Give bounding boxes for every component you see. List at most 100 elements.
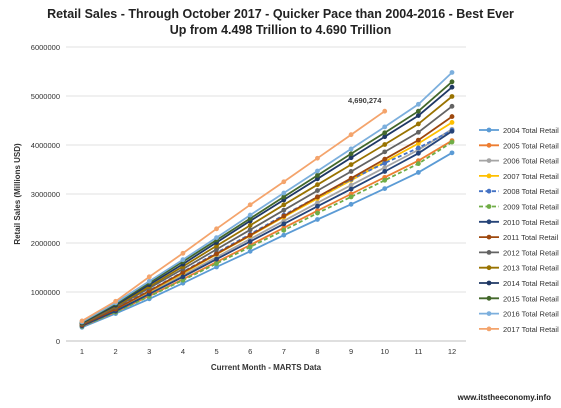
legend-label: 2010 Total Retail	[503, 218, 559, 227]
data-point	[315, 168, 320, 174]
series-group	[79, 150, 455, 330]
legend-label: 2011 Total Retail	[503, 233, 559, 242]
x-tick-label: 2	[114, 347, 118, 356]
data-point	[315, 203, 320, 209]
data-point	[281, 190, 287, 196]
legend-swatch-marker	[486, 173, 492, 179]
legend-item: 2011 Total Retail	[479, 233, 559, 242]
x-tick-label: 1	[80, 347, 84, 356]
data-point	[415, 113, 421, 118]
y-tick-label: 4000000	[31, 141, 60, 150]
data-point	[382, 165, 388, 170]
data-point	[214, 251, 219, 257]
data-point	[180, 270, 186, 275]
legend-swatch-marker	[486, 127, 492, 133]
legend-label: 2017 Total Retail	[503, 325, 559, 334]
data-point	[348, 186, 354, 192]
data-point	[449, 70, 455, 75]
legend-label: 2008 Total Retail	[503, 187, 559, 196]
x-tick-label: 3	[147, 347, 151, 356]
data-point	[415, 108, 421, 114]
data-point	[214, 246, 219, 252]
data-point	[214, 264, 219, 270]
data-point	[315, 155, 320, 161]
legend-swatch-marker	[486, 234, 492, 240]
series-group	[79, 139, 455, 329]
chart-title-line-2: Up from 4.498 Trillion to 4.690 Trillion	[169, 23, 392, 37]
series-group	[79, 108, 388, 324]
legend-item: 2016 Total Retail	[479, 310, 559, 319]
data-point	[315, 210, 320, 216]
data-point	[415, 129, 421, 135]
legend-swatch-marker	[486, 311, 492, 316]
x-tick-label: 5	[214, 347, 218, 356]
series-line	[81, 81, 453, 324]
data-point	[146, 274, 152, 280]
legend-label: 2014 Total Retail	[503, 279, 559, 288]
data-point	[247, 232, 253, 238]
data-point	[348, 132, 354, 138]
series-line	[81, 95, 453, 325]
legend-label: 2015 Total Retail	[503, 294, 559, 303]
data-point	[315, 217, 320, 222]
data-point	[79, 318, 85, 324]
data-point	[382, 156, 388, 162]
annotations: 4,690,274	[348, 96, 382, 105]
data-point	[415, 141, 421, 146]
data-point	[315, 188, 320, 193]
series-line	[81, 141, 453, 328]
x-tick-label: 9	[349, 347, 353, 356]
data-point	[281, 221, 287, 227]
y-tick-label: 1000000	[31, 288, 60, 297]
data-point	[281, 179, 287, 185]
data-point	[348, 162, 354, 168]
legend-label: 2012 Total Retail	[503, 248, 559, 257]
data-point	[382, 169, 388, 174]
data-point	[214, 243, 219, 249]
data-point	[348, 175, 354, 181]
y-tick-label: 3000000	[31, 190, 60, 199]
legend-item: 2007 Total Retail	[479, 172, 559, 181]
data-point	[415, 170, 421, 175]
y-tick-label: 5000000	[31, 92, 60, 101]
data-point	[348, 194, 354, 200]
data-point	[113, 298, 119, 304]
data-point	[382, 149, 388, 155]
data-point	[415, 145, 421, 151]
x-tick-label: 8	[315, 347, 319, 356]
data-point	[382, 108, 388, 114]
data-point	[449, 94, 455, 99]
data-point	[449, 128, 455, 134]
data-point	[449, 103, 455, 109]
data-point	[247, 248, 253, 254]
data-point	[315, 194, 320, 200]
x-tick-label: 12	[448, 347, 456, 356]
x-tick-label: 4	[181, 347, 185, 356]
legend-swatch-marker	[486, 188, 492, 194]
data-point	[281, 213, 287, 219]
legend-item: 2008 Total Retail	[479, 187, 559, 196]
legend-label: 2006 Total Retail	[503, 157, 559, 166]
data-point	[281, 227, 287, 233]
legend-label: 2004 Total Retail	[503, 126, 559, 135]
data-point	[382, 186, 388, 192]
legend-item: 2017 Total Retail	[479, 325, 559, 334]
data-point	[247, 244, 253, 250]
data-point	[281, 232, 287, 238]
data-point	[315, 172, 320, 178]
series-lines	[79, 70, 455, 330]
legend: 2004 Total Retail 2005 Total Retail 2006 T…	[479, 126, 559, 334]
data-point	[247, 212, 253, 218]
chart-title: Retail Sales - Through October 2017 - Qu…	[0, 6, 561, 38]
legend-item: 2010 Total Retail	[479, 218, 559, 227]
legend-item: 2015 Total Retail	[479, 294, 559, 303]
legend-label: 2016 Total Retail	[503, 310, 559, 319]
legend-item: 2013 Total Retail	[479, 264, 559, 273]
legend-swatch-marker	[486, 204, 492, 209]
x-tick-label: 7	[282, 347, 286, 356]
data-point	[382, 124, 388, 130]
source-footer: www.itstheeconomy.info	[457, 393, 551, 402]
legend-swatch-marker	[486, 158, 492, 164]
x-axis-title: Current Month - MARTS Data	[211, 363, 322, 372]
